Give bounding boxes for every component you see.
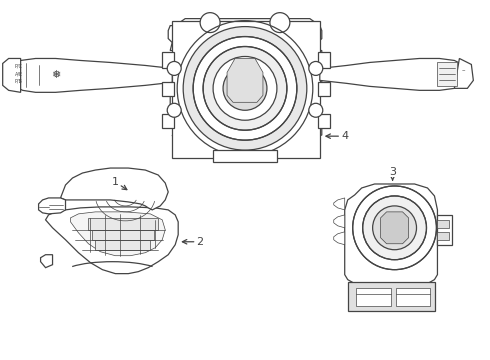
Polygon shape [227,58,263,102]
Polygon shape [11,58,172,92]
Polygon shape [334,232,345,245]
Polygon shape [454,58,473,88]
Bar [438,220,449,228]
Bar [93,230,154,240]
Bar [318,114,330,128]
Ellipse shape [309,62,323,75]
Polygon shape [334,198,345,210]
Ellipse shape [167,103,181,117]
Ellipse shape [363,196,426,260]
Bar [395,288,431,306]
Bar [213,150,277,162]
Polygon shape [334,215,345,228]
Text: 4: 4 [326,131,348,141]
Bar [318,82,330,96]
Polygon shape [345,184,438,284]
Polygon shape [320,58,467,90]
Ellipse shape [270,13,290,32]
Polygon shape [71,212,165,256]
Text: P/C: P/C [15,64,23,69]
Text: ❅: ❅ [51,71,60,80]
Text: 2: 2 [182,237,204,247]
Bar [438,215,452,245]
Text: A/E: A/E [15,71,23,76]
Bar [438,62,457,86]
Ellipse shape [203,46,287,130]
Text: 3: 3 [389,167,396,180]
Bar [162,114,174,128]
Polygon shape [61,168,168,210]
Ellipse shape [183,27,307,150]
Text: –: – [462,67,465,73]
Ellipse shape [167,62,181,75]
Ellipse shape [223,67,267,110]
Ellipse shape [200,13,220,32]
Polygon shape [381,212,409,244]
Polygon shape [46,207,178,274]
Bar [162,53,174,68]
Polygon shape [41,255,52,268]
Polygon shape [39,198,66,214]
Bar [162,82,174,96]
Ellipse shape [309,103,323,117]
Ellipse shape [193,37,297,140]
Ellipse shape [353,186,437,270]
Bar [172,21,320,158]
Bar [89,218,158,230]
Bar [348,282,436,311]
Polygon shape [2,58,21,92]
Text: 1: 1 [112,177,127,190]
Ellipse shape [213,57,277,120]
Ellipse shape [372,206,416,250]
Text: P/B: P/B [15,79,23,84]
Bar [438,232,449,240]
Polygon shape [168,19,322,158]
Bar [318,53,330,68]
Bar [96,240,150,250]
Bar [356,288,391,306]
